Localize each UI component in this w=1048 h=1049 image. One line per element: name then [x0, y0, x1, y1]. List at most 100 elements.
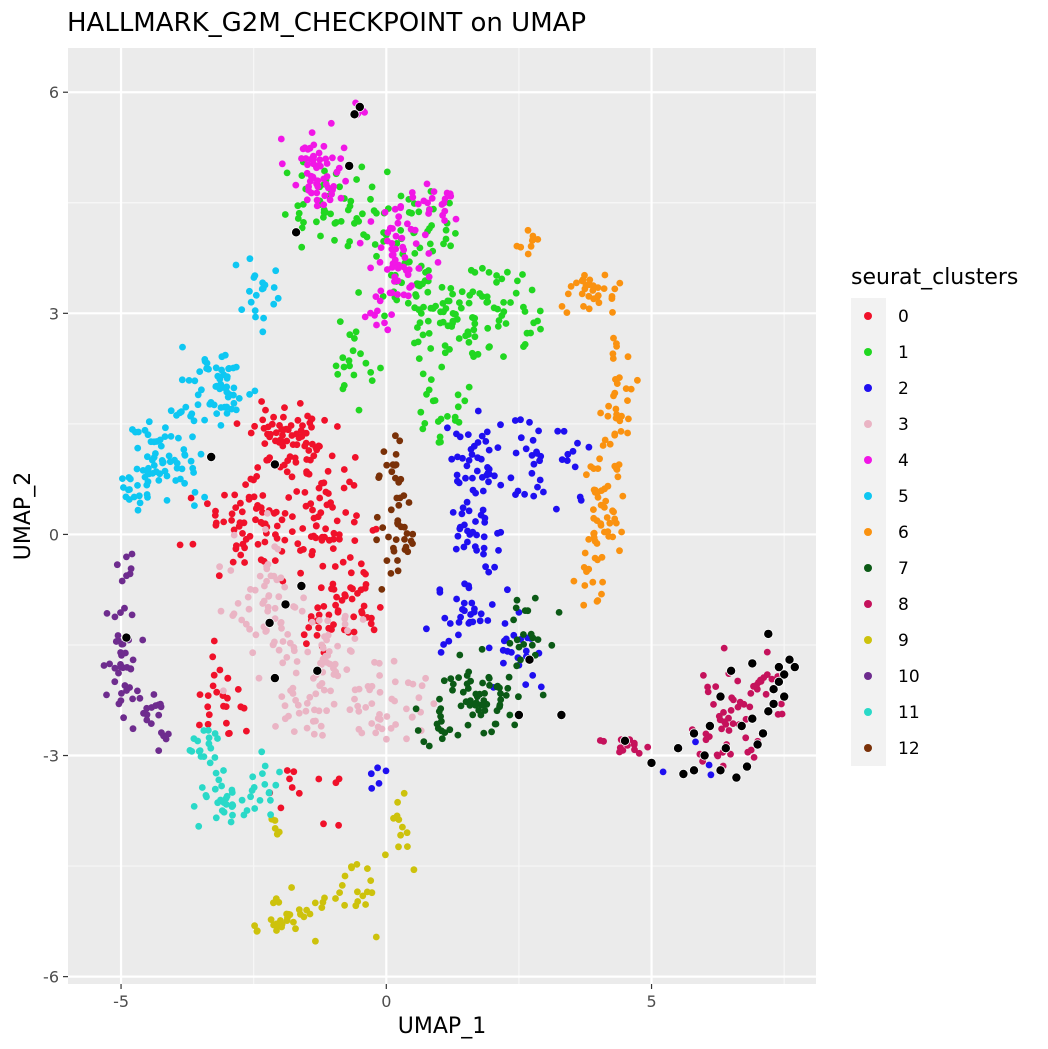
point-cluster-0	[301, 442, 309, 450]
point-cluster-10	[129, 656, 137, 664]
point-cluster-4	[323, 160, 331, 167]
point-cluster-11	[249, 773, 257, 781]
point-cluster-4	[340, 144, 348, 152]
point-cluster-7	[527, 630, 535, 638]
point-cluster-1	[350, 371, 358, 379]
point-cluster-3	[346, 647, 354, 654]
point-cluster-4	[308, 129, 316, 137]
point-cluster-2	[460, 543, 468, 551]
point-cluster-0	[330, 535, 337, 543]
point-cluster-5	[135, 492, 143, 500]
point-cluster-3	[217, 607, 225, 615]
point-cluster-5	[213, 410, 221, 417]
point-cluster-1	[393, 240, 401, 247]
point-cluster-5	[259, 279, 266, 287]
point-cluster-5	[181, 479, 189, 487]
highlight-point	[773, 662, 784, 673]
point-cluster-5	[252, 313, 259, 321]
point-cluster-2	[455, 631, 462, 639]
point-cluster-4	[425, 273, 433, 281]
point-cluster-0	[259, 520, 267, 528]
point-cluster-4	[277, 135, 285, 143]
point-cluster-3	[391, 678, 399, 686]
point-cluster-11	[211, 754, 219, 761]
point-cluster-0	[270, 509, 278, 517]
point-cluster-2	[471, 605, 478, 613]
point-cluster-1	[332, 362, 340, 370]
point-cluster-10	[157, 703, 165, 711]
point-cluster-9	[354, 898, 362, 905]
point-cluster-0	[347, 584, 354, 591]
point-cluster-4	[356, 239, 364, 247]
point-cluster-4	[313, 189, 321, 197]
point-cluster-2	[465, 457, 473, 464]
highlight-point	[768, 698, 779, 709]
point-cluster-1	[536, 307, 544, 315]
point-cluster-3	[293, 658, 301, 665]
point-cluster-3	[323, 707, 330, 715]
point-cluster-2	[497, 481, 505, 489]
point-cluster-4	[428, 194, 436, 202]
point-cluster-3	[251, 586, 259, 594]
point-cluster-0	[209, 653, 217, 661]
point-cluster-5	[135, 428, 142, 436]
point-cluster-4	[328, 190, 335, 198]
point-cluster-3	[263, 627, 270, 635]
point-cluster-0	[283, 468, 291, 476]
highlight-point	[673, 743, 684, 754]
point-cluster-0	[232, 504, 240, 511]
point-cluster-9	[404, 843, 411, 850]
point-cluster-4	[361, 313, 369, 321]
point-cluster-3	[306, 693, 314, 701]
point-cluster-3	[238, 616, 246, 624]
point-cluster-3	[317, 722, 325, 730]
point-cluster-1	[469, 288, 477, 296]
point-cluster-6	[524, 250, 532, 258]
point-cluster-0	[320, 820, 327, 828]
highlight-point	[763, 706, 774, 717]
point-cluster-2	[473, 467, 481, 475]
legend-key-9	[864, 636, 872, 644]
point-cluster-1	[298, 243, 306, 251]
point-cluster-6	[570, 577, 578, 585]
point-cluster-9	[353, 861, 361, 868]
point-cluster-0	[233, 542, 240, 549]
point-cluster-4	[452, 215, 460, 223]
point-cluster-8	[700, 672, 707, 679]
point-cluster-2	[485, 568, 493, 576]
point-cluster-1	[490, 304, 498, 312]
point-cluster-0	[299, 422, 306, 429]
point-cluster-5	[119, 475, 126, 482]
point-cluster-0	[362, 581, 370, 588]
point-cluster-4	[376, 297, 384, 305]
highlight-point	[784, 654, 795, 665]
point-cluster-8	[774, 711, 782, 718]
point-cluster-1	[339, 354, 347, 362]
point-cluster-6	[625, 415, 632, 423]
point-cluster-0	[357, 560, 365, 568]
point-cluster-0	[303, 456, 311, 463]
point-cluster-8	[762, 690, 770, 698]
point-cluster-4	[309, 156, 317, 164]
point-cluster-11	[195, 822, 203, 830]
highlight-point	[720, 743, 731, 754]
point-cluster-4	[387, 224, 394, 232]
point-cluster-5	[158, 457, 166, 464]
point-cluster-12	[383, 557, 391, 564]
point-cluster-11	[212, 814, 220, 822]
point-cluster-0	[340, 484, 348, 492]
point-cluster-0	[212, 519, 220, 527]
point-cluster-0	[328, 452, 336, 460]
point-cluster-3	[310, 674, 317, 682]
point-cluster-6	[606, 440, 614, 448]
point-cluster-3	[324, 617, 332, 625]
point-cluster-7	[521, 607, 529, 614]
point-cluster-4	[305, 187, 312, 194]
point-cluster-6	[601, 436, 609, 444]
point-cluster-1	[300, 219, 307, 226]
point-cluster-3	[374, 715, 382, 722]
x-tick-label: -5	[113, 992, 129, 1011]
point-cluster-3	[372, 729, 380, 737]
point-cluster-12	[401, 536, 408, 543]
point-cluster-2	[517, 416, 524, 424]
